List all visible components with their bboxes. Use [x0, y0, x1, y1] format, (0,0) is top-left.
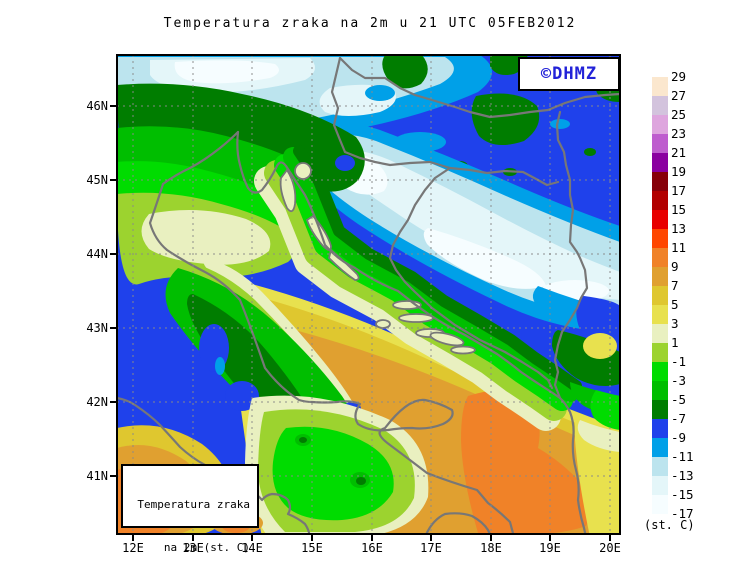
- colorbar-swatch-27-to-25: [652, 96, 668, 115]
- lat-tick-46N: [110, 105, 117, 107]
- colorbar-label-15: 15: [671, 202, 687, 217]
- lat-label-46N: 46N: [86, 99, 108, 113]
- lon-label-12E: 12E: [122, 541, 144, 555]
- colorbar-swatch-3-to-1: [652, 324, 668, 343]
- colorbar-label--17: -17: [671, 506, 694, 521]
- colorbar-label--15: -15: [671, 487, 694, 502]
- colorbar-label-25: 25: [671, 107, 687, 122]
- lat-label-41N: 41N: [86, 469, 108, 483]
- colorbar-label-23: 23: [671, 126, 687, 141]
- colorbar-swatch--9-to--11: [652, 438, 668, 457]
- colorbar-label--5: -5: [671, 392, 687, 407]
- colorbar-label--3: -3: [671, 373, 687, 388]
- lon-label-20E: 20E: [599, 541, 621, 555]
- lon-label-16E: 16E: [361, 541, 383, 555]
- colorbar-swatch-13-to-11: [652, 229, 668, 248]
- lon-label-19E: 19E: [539, 541, 561, 555]
- colorbar-label-13: 13: [671, 221, 687, 236]
- lat-tick-41N: [110, 475, 117, 477]
- lon-tick-18E: [490, 534, 492, 541]
- colorbar-label-17: 17: [671, 183, 687, 198]
- colorbar-swatch-7-to-5: [652, 286, 668, 305]
- colorbar-swatch--13-to--15: [652, 476, 668, 495]
- lon-tick-19E: [549, 534, 551, 541]
- lon-tick-14E: [251, 534, 253, 541]
- lat-tick-43N: [110, 327, 117, 329]
- colorbar-label--1: -1: [671, 354, 687, 369]
- lat-label-45N: 45N: [86, 173, 108, 187]
- colorbar-swatch--3-to--5: [652, 381, 668, 400]
- colorbar-label--11: -11: [671, 449, 694, 464]
- colorbar-swatch--1-to--3: [652, 362, 668, 381]
- graticule: [117, 55, 620, 534]
- colorbar-label--9: -9: [671, 430, 687, 445]
- colorbar-label-3: 3: [671, 316, 679, 331]
- colorbar-swatch-25-to-23: [652, 115, 668, 134]
- colorbar-label--7: -7: [671, 411, 687, 426]
- colorbar-swatch--5-to--7: [652, 400, 668, 419]
- lon-label-13E: 13E: [182, 541, 204, 555]
- dhmz-watermark-box: ©DHMZ: [518, 57, 620, 91]
- colorbar-swatch-29-to-27: [652, 77, 668, 96]
- colorbar-swatch-5-to-3: [652, 305, 668, 324]
- lat-label-44N: 44N: [86, 247, 108, 261]
- lon-label-18E: 18E: [480, 541, 502, 555]
- colorbar-swatch--15-to--17: [652, 495, 668, 514]
- colorbar-label-7: 7: [671, 278, 679, 293]
- colorbar-swatch-21-to-19: [652, 153, 668, 172]
- lat-tick-45N: [110, 179, 117, 181]
- lon-label-17E: 17E: [420, 541, 442, 555]
- lon-tick-16E: [371, 534, 373, 541]
- lon-tick-17E: [430, 534, 432, 541]
- colorbar-swatch--11-to--13: [652, 457, 668, 476]
- colorbar-label-11: 11: [671, 240, 687, 255]
- colorbar-swatch-15-to-13: [652, 210, 668, 229]
- colorbar-label-5: 5: [671, 297, 679, 312]
- dhmz-watermark-text: ©DHMZ: [540, 64, 598, 84]
- colorbar-swatch-11-to-9: [652, 248, 668, 267]
- coastlines-and-borders: [117, 56, 620, 534]
- colorbar-swatch-19-to-17: [652, 172, 668, 191]
- lon-tick-13E: [192, 534, 194, 541]
- colorbar-label--13: -13: [671, 468, 694, 483]
- colorbar-unit-label: (st. C): [644, 518, 695, 532]
- colorbar-label-29: 29: [671, 69, 687, 84]
- colorbar-swatch-17-to-15: [652, 191, 668, 210]
- page-title: Temperatura zraka na 2m u 21 UTC 05FEB20…: [163, 16, 577, 31]
- lat-tick-42N: [110, 401, 117, 403]
- legend-line: na 2m (st. C): [163, 541, 250, 555]
- lat-label-43N: 43N: [86, 321, 108, 335]
- temperature-field: [117, 55, 620, 534]
- map-frame: [116, 54, 621, 535]
- colorbar-swatch-9-to-7: [652, 267, 668, 286]
- colorbar-label-9: 9: [671, 259, 679, 274]
- lon-tick-15E: [311, 534, 313, 541]
- lat-tick-44N: [110, 253, 117, 255]
- colorbar-swatch-23-to-21: [652, 134, 668, 153]
- colorbar-swatch-1-to--1: [652, 343, 668, 362]
- colorbar-label-27: 27: [671, 88, 687, 103]
- legend-line: Temperatura zraka: [137, 498, 250, 512]
- colorbar-label-19: 19: [671, 164, 687, 179]
- lon-tick-12E: [132, 534, 134, 541]
- colorbar-label-1: 1: [671, 335, 679, 350]
- lon-tick-20E: [609, 534, 611, 541]
- lon-label-15E: 15E: [301, 541, 323, 555]
- legend-box: Temperatura zraka na 2m (st. C) start 00…: [121, 464, 259, 554]
- lat-label-42N: 42N: [86, 395, 108, 409]
- colorbar-label-21: 21: [671, 145, 687, 160]
- colorbar-swatch--7-to--9: [652, 419, 668, 438]
- lon-label-14E: 14E: [241, 541, 263, 555]
